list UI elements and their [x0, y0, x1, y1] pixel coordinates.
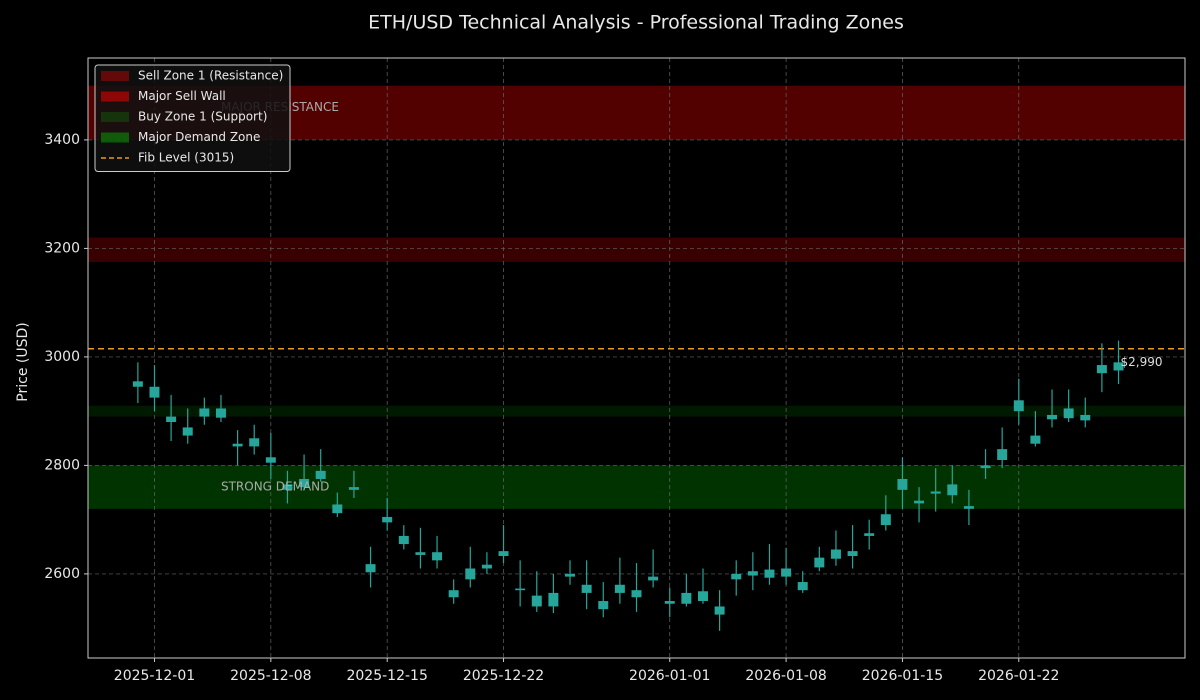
candle-body	[1030, 435, 1041, 444]
legend-swatch	[101, 91, 129, 102]
candle-body	[415, 552, 426, 555]
x-tick-label: 2025-12-22	[463, 668, 544, 684]
legend-swatch	[101, 112, 129, 122]
annotation: $2,990	[1121, 355, 1163, 369]
x-tick-label: 2026-01-15	[862, 668, 943, 684]
candle-body	[1096, 365, 1107, 374]
candle-body	[847, 551, 858, 557]
candle-body	[714, 606, 725, 615]
candle-body	[1013, 400, 1024, 412]
candle-body	[531, 595, 542, 607]
y-tick-label: 2600	[44, 566, 80, 582]
legend-label: Buy Zone 1 (Support)	[138, 110, 267, 124]
candle-body	[598, 601, 609, 610]
candle-body	[565, 573, 576, 577]
candle-body	[797, 582, 808, 591]
candle-body	[664, 601, 675, 604]
y-tick-label: 3000	[44, 349, 80, 365]
candle-body	[315, 470, 326, 479]
legend-swatch	[101, 132, 129, 143]
candle-body	[980, 465, 991, 469]
x-tick-label: 2026-01-22	[978, 668, 1059, 684]
candle-body	[465, 568, 476, 580]
candle-body	[1080, 414, 1091, 421]
candle-body	[215, 408, 226, 418]
candle-body	[914, 500, 925, 504]
candle-body	[880, 514, 891, 526]
candle-body	[166, 416, 177, 423]
candle-body	[398, 535, 409, 545]
candle-body	[382, 516, 393, 523]
x-tick-label: 2026-01-08	[745, 668, 826, 684]
candle-body	[249, 438, 260, 447]
x-tick-label: 2025-12-15	[346, 668, 427, 684]
candle-body	[348, 487, 359, 490]
legend-box	[94, 64, 291, 172]
candle-body	[697, 591, 708, 602]
candle-body	[1063, 408, 1074, 419]
candle-body	[515, 588, 526, 591]
legend-label: Major Sell Wall	[138, 89, 226, 103]
candle-body	[764, 569, 775, 578]
candle-body	[365, 564, 376, 573]
legend-label: Major Demand Zone	[138, 130, 260, 144]
candle-body	[1113, 362, 1124, 371]
y-tick-label: 2800	[44, 457, 80, 473]
candle-body	[299, 478, 310, 488]
candle-body	[282, 484, 293, 490]
candle-body	[930, 491, 941, 494]
candle-body	[747, 571, 758, 576]
candle-body	[814, 557, 825, 568]
candle-body	[265, 457, 276, 463]
candle-body	[332, 504, 343, 514]
legend-swatch	[101, 71, 129, 81]
candle-body	[830, 549, 841, 559]
candle-body	[947, 484, 958, 496]
candle-body	[481, 564, 492, 569]
zone	[88, 405, 1185, 417]
candle-body	[232, 443, 243, 447]
candle-body	[432, 552, 443, 561]
plot-frame	[87, 57, 1186, 659]
chart-title: ETH/USD Technical Analysis - Professiona…	[368, 12, 904, 34]
candle-body	[448, 590, 459, 598]
candle-body	[864, 533, 875, 536]
legend-label: Fib Level (3015)	[138, 151, 234, 165]
candle-body	[963, 506, 974, 509]
candle-body	[548, 592, 559, 607]
y-tick-label: 3400	[44, 132, 80, 148]
x-tick-label: 2025-12-08	[230, 668, 311, 684]
y-axis-label: Price (USD)	[15, 322, 31, 401]
candle-body	[199, 408, 210, 417]
candle-body	[182, 427, 193, 436]
zone	[88, 237, 1185, 262]
candle-body	[132, 381, 143, 387]
candle-body	[1047, 414, 1058, 420]
candle-body	[581, 584, 592, 593]
candle-body	[631, 590, 642, 598]
legend-label: Sell Zone 1 (Resistance)	[138, 69, 283, 83]
candle-body	[997, 449, 1008, 460]
candle-body	[731, 573, 742, 580]
candle-body	[614, 584, 625, 593]
x-tick-label: 2025-12-01	[114, 668, 195, 684]
candle-body	[149, 386, 160, 398]
candle-body	[498, 551, 509, 557]
y-tick-label: 3200	[44, 240, 80, 256]
candle-body	[897, 478, 908, 490]
candle-body	[781, 568, 792, 577]
annotation: STRONG DEMAND	[221, 480, 329, 494]
candle-body	[648, 576, 659, 581]
x-tick-label: 2026-01-01	[629, 668, 710, 684]
candle-body	[681, 592, 692, 604]
